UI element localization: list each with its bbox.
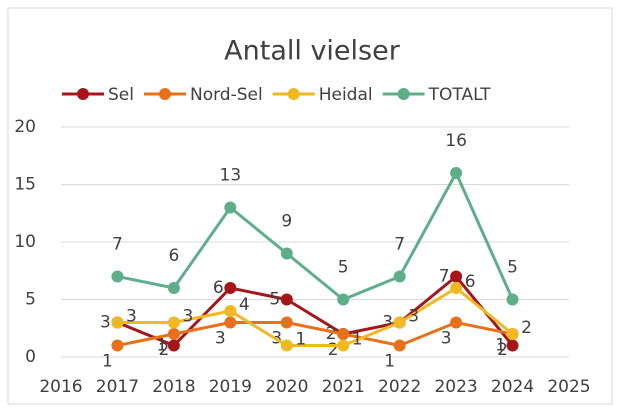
- data-label: 3: [441, 329, 452, 349]
- data-point: [280, 339, 293, 352]
- series-line: [117, 286, 514, 347]
- legend-marker: [77, 88, 89, 100]
- data-point: [167, 316, 180, 329]
- data-label: 5: [338, 258, 349, 278]
- data-point: [111, 270, 124, 283]
- data-label: 7: [112, 235, 123, 255]
- y-tick-label: 5: [25, 290, 36, 310]
- data-label: 2: [158, 340, 169, 360]
- data-point: [167, 339, 180, 352]
- data-label: 1: [352, 330, 363, 350]
- x-tick-label: 2017: [96, 377, 139, 397]
- data-label: 3: [382, 313, 393, 333]
- series-line: [117, 320, 513, 348]
- data-label: 4: [239, 295, 250, 315]
- data-point: [450, 167, 463, 179]
- x-tick-label: 2016: [39, 377, 82, 397]
- legend-label: TOTALT: [428, 85, 492, 105]
- data-point: [450, 282, 463, 294]
- x-tick-label: 2022: [378, 377, 421, 397]
- y-tick-label: 0: [25, 347, 36, 367]
- data-label: 2: [497, 340, 508, 360]
- data-label: 2: [328, 340, 339, 360]
- data-point: [450, 270, 463, 283]
- data-label: 6: [213, 278, 224, 298]
- data-point: [280, 293, 293, 306]
- legend-marker: [397, 88, 410, 100]
- x-tick-label: 2018: [152, 377, 195, 397]
- data-label: 1: [295, 330, 306, 350]
- x-tick-label: 2021: [322, 377, 365, 397]
- data-point: [224, 316, 237, 329]
- data-point: [393, 339, 406, 352]
- data-label: 9: [281, 212, 292, 232]
- data-point: [224, 305, 237, 317]
- data-point: [280, 316, 293, 329]
- data-point: [224, 201, 237, 214]
- y-tick-label: 10: [14, 232, 36, 252]
- x-tick-label: 2020: [265, 377, 308, 397]
- legend-marker: [287, 88, 300, 100]
- data-label: 3: [408, 307, 419, 327]
- data-label: 1: [384, 352, 395, 372]
- x-tick-label: 2023: [434, 377, 477, 397]
- data-label: 7: [394, 235, 405, 255]
- x-tick-label: 2025: [547, 377, 590, 397]
- legend-label: Heidal: [319, 85, 373, 105]
- data-point: [393, 270, 406, 283]
- data-label: 3: [182, 307, 193, 327]
- data-label: 2: [326, 324, 337, 344]
- data-point: [111, 316, 124, 329]
- y-tick-label: 20: [14, 117, 36, 137]
- data-point: [506, 328, 519, 340]
- legend-label: Nord-Sel: [190, 85, 263, 105]
- series-line: [116, 274, 514, 348]
- chart-title: Antall vielser: [224, 36, 401, 67]
- data-label: 5: [269, 290, 280, 310]
- data-point: [337, 339, 350, 352]
- data-label: 6: [168, 246, 179, 266]
- data-point: [224, 282, 237, 294]
- data-point: [506, 293, 519, 306]
- data-point: [506, 339, 519, 352]
- data-label: 3: [215, 329, 226, 349]
- data-point: [280, 247, 293, 260]
- data-point: [337, 328, 350, 340]
- data-point: [167, 282, 180, 294]
- data-label: 13: [220, 166, 242, 186]
- data-label: 7: [439, 267, 450, 287]
- data-point: [450, 316, 463, 329]
- data-point: [111, 339, 124, 352]
- data-label: 16: [445, 131, 467, 151]
- x-tick-label: 2019: [209, 377, 252, 397]
- data-point: [393, 316, 406, 329]
- data-point: [337, 293, 350, 306]
- data-label: 1: [495, 336, 506, 356]
- data-label: 1: [102, 352, 113, 372]
- data-label: 5: [507, 258, 518, 278]
- data-label: 3: [100, 313, 111, 333]
- legend-label: Sel: [108, 85, 134, 105]
- series-line: [117, 169, 514, 302]
- legend: Sel Nord-Sel Heidal TOTALT: [62, 85, 491, 105]
- x-tick-label: 2024: [491, 377, 534, 397]
- data-label: 1: [156, 336, 167, 356]
- data-label: 3: [126, 307, 137, 327]
- data-label: 6: [465, 272, 476, 292]
- data-label: 2: [521, 318, 532, 338]
- data-point: [167, 328, 180, 340]
- y-tick-label: 15: [14, 175, 36, 195]
- legend-marker: [158, 88, 171, 100]
